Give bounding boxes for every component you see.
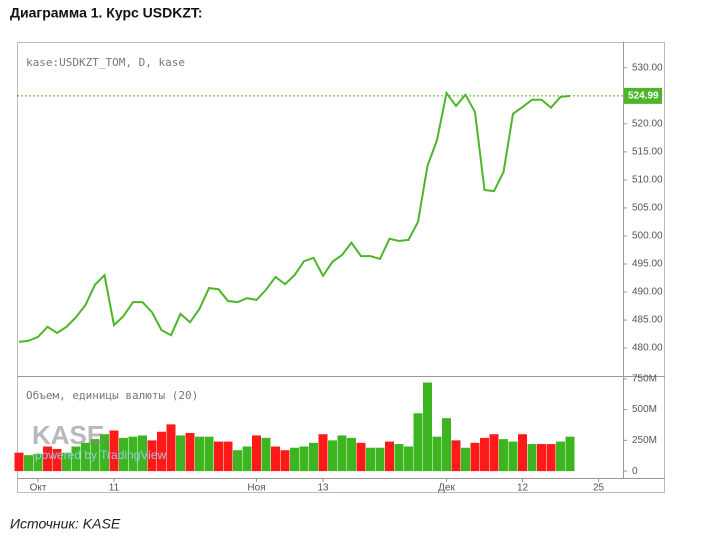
volume-bar	[52, 448, 62, 472]
x-tick-label: 13	[317, 483, 329, 494]
volume-bar	[480, 437, 489, 472]
volume-bar	[14, 452, 24, 472]
volume-bar	[242, 446, 252, 472]
volume-bar	[489, 434, 499, 472]
volume-bar	[299, 446, 309, 472]
volume-bar	[290, 447, 299, 472]
volume-bar	[451, 440, 461, 472]
volume-bar	[195, 436, 204, 472]
volume-bar	[470, 442, 480, 472]
volume-bar	[119, 437, 128, 472]
volume-bar	[537, 444, 546, 472]
source: Источник: KASE	[10, 516, 121, 532]
volume-bar	[271, 446, 280, 472]
y-tick-label: 495.00	[632, 259, 663, 270]
volume-bar	[214, 441, 223, 472]
y-tick-label: 750M	[632, 373, 657, 384]
volume-bar	[233, 450, 242, 472]
price-legend: kase:USDKZT_TOM, D, kase	[26, 56, 185, 69]
volume-bar	[423, 382, 432, 472]
volume-bar	[62, 452, 71, 472]
y-tick-label: 530.00	[632, 62, 663, 73]
volume-bar	[309, 442, 318, 472]
volume-bar	[556, 441, 565, 472]
watermark-logo: KASE	[32, 420, 104, 450]
plot: 480.00 485.00 490.00 495.00 500.00 505.00 510.…	[14, 62, 663, 494]
volume-bar	[90, 439, 100, 472]
last-price-tag	[624, 87, 662, 104]
volume-bar	[328, 440, 337, 472]
volume-bar	[166, 424, 176, 472]
volume-bar	[318, 434, 328, 472]
volume-bar	[147, 440, 157, 472]
y-tick-label: 500M	[632, 404, 657, 415]
volume-bar	[128, 436, 138, 472]
volume-bar	[81, 442, 90, 472]
volume-bar	[366, 447, 375, 472]
volume-bar	[252, 435, 261, 472]
volume-bar	[347, 437, 356, 472]
volume-bar	[280, 450, 290, 472]
volume-bar	[261, 437, 271, 472]
y-tick-label: 515.00	[632, 147, 663, 158]
volume-bar	[185, 432, 195, 472]
y-tick-label: 250M	[632, 435, 657, 446]
volume-bar	[394, 444, 404, 472]
volume-bar	[527, 444, 537, 472]
volume-bar	[499, 439, 508, 472]
last-price-label: 524.99	[628, 91, 659, 102]
x-tick-label: 25	[593, 483, 605, 494]
x-tick-label: Ноя	[247, 483, 265, 494]
frame	[17, 42, 665, 493]
volume-bar	[337, 435, 347, 472]
y-tick-label: 0	[632, 466, 638, 477]
volume-bar	[109, 430, 119, 472]
volume-bar	[442, 418, 451, 472]
volume-bar	[157, 431, 166, 472]
volume-bar	[138, 435, 147, 472]
y-tick-label: 500.00	[632, 231, 663, 242]
volume-bar	[413, 413, 423, 472]
volume-bar	[223, 441, 233, 472]
y-tick-label: 485.00	[632, 315, 663, 326]
y-tick-label: 480.00	[632, 343, 663, 354]
title: Диаграмма 1. Курс USDKZT:	[10, 5, 203, 21]
volume-bar	[385, 441, 394, 472]
volume-bar	[404, 446, 413, 472]
y-tick-label: 510.00	[632, 175, 663, 186]
volume-bar	[43, 446, 52, 472]
volume-bar	[508, 441, 518, 472]
y-tick-label: 520.00	[632, 118, 663, 129]
volume-bar	[71, 446, 81, 472]
volume-bar	[518, 434, 527, 472]
volume-bar	[565, 436, 575, 472]
volume-bar	[204, 436, 214, 472]
volume-bar	[375, 447, 385, 472]
volume-bar	[176, 435, 185, 472]
volume-bar	[546, 444, 556, 472]
volume-bar	[100, 434, 109, 472]
volume-bar	[356, 442, 366, 472]
price-line	[18, 90, 571, 343]
volume-bar	[33, 453, 43, 472]
x-tick-label: Дек	[438, 483, 455, 494]
volume-bar	[432, 436, 442, 472]
volume-bar	[461, 447, 470, 472]
x-tick-label: Окт	[30, 483, 47, 494]
x-tick-label: 11	[109, 483, 120, 494]
x-tick-label: 12	[517, 483, 529, 494]
watermark-text: powered by TradingView	[35, 448, 167, 462]
volume-bar	[24, 455, 33, 472]
volume-legend: Объем, единицы валюты (20)	[26, 389, 198, 402]
y-tick-label: 505.00	[632, 203, 663, 214]
y-tick-label: 490.00	[632, 287, 663, 298]
